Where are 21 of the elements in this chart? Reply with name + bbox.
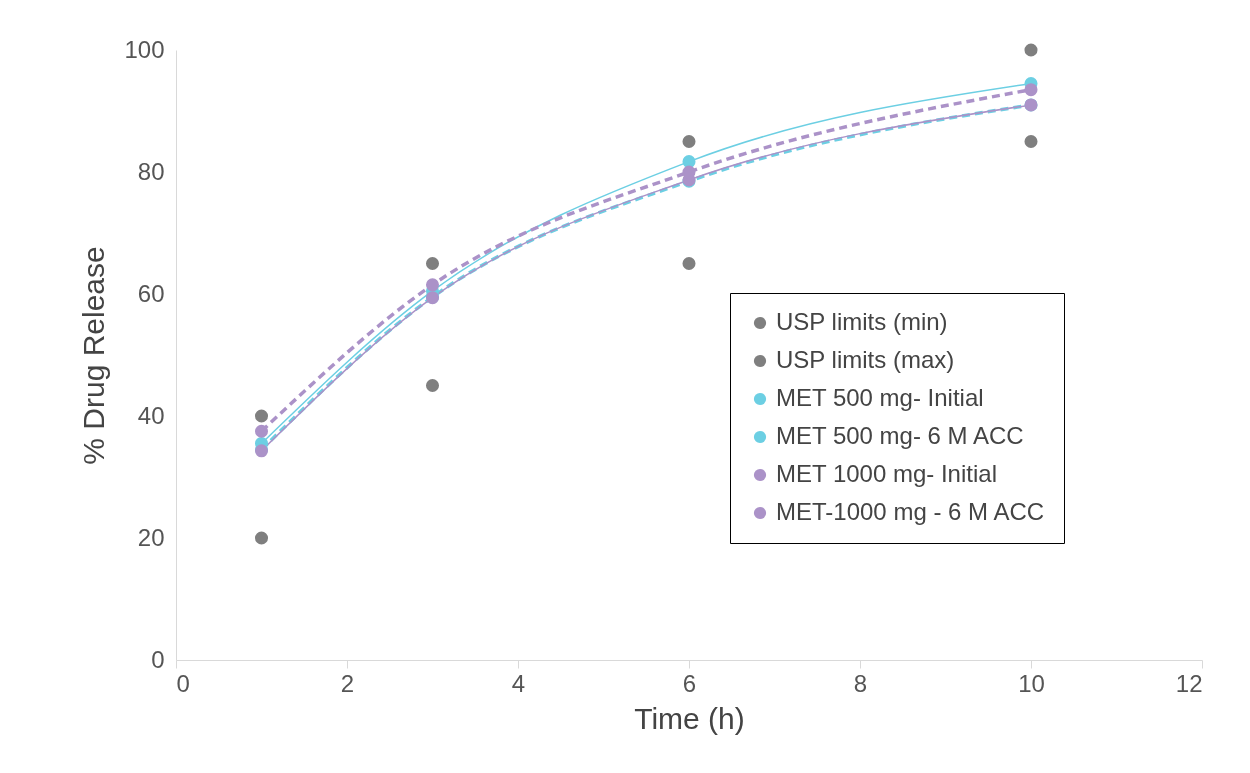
x-tick-label: 10: [1018, 669, 1045, 697]
y-tick-label: 40: [137, 401, 165, 429]
legend-label: MET 500 mg- Initial: [776, 384, 984, 411]
x-tick-label: 0: [176, 669, 190, 697]
x-tick-label: 12: [1175, 669, 1203, 697]
y-tick-label: 60: [137, 279, 165, 307]
y-tick-label: 100: [124, 35, 165, 63]
x-axis-title: Time (h): [634, 701, 745, 735]
y-axis-title: % Drug Release: [77, 246, 111, 465]
y-tick-label: 20: [137, 523, 165, 551]
legend-label: MET 500 mg- 6 M ACC: [776, 422, 1024, 449]
x-tick-label: 8: [853, 669, 868, 697]
x-tick-label: 4: [511, 669, 526, 697]
legend-label: MET-1000 mg - 6 M ACC: [776, 498, 1045, 525]
y-tick-label: 80: [137, 157, 165, 185]
legend-label: USP limits (min): [776, 308, 948, 335]
x-tick-label: 6: [682, 669, 697, 697]
y-tick-label: 0: [151, 645, 165, 673]
legend-label: MET 1000 mg- Initial: [776, 460, 997, 487]
legend-label: USP limits (max): [776, 346, 955, 373]
x-tick-label: 2: [340, 669, 355, 697]
